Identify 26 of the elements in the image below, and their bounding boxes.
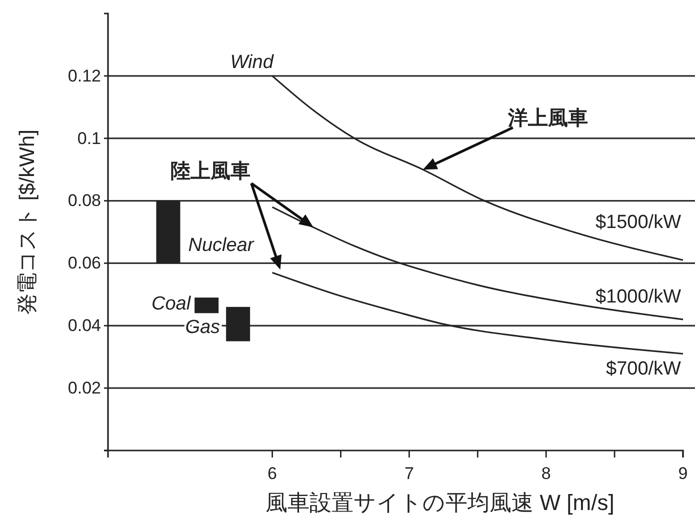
bar — [226, 306, 250, 342]
x-tick-label: 9 — [678, 464, 688, 484]
line-series — [271, 206, 684, 320]
y-tick-label: 0.04 — [68, 316, 101, 336]
bar — [156, 200, 180, 264]
x-axis-title: 風車設置サイトの平均風速 W [m/s] — [266, 490, 614, 515]
annotation: Wind — [230, 52, 275, 73]
y-tick-label: 0.06 — [68, 254, 101, 273]
y-axis-title: 発電コスト [$/kWh] — [16, 129, 39, 315]
series-label: $700/kW — [606, 358, 682, 380]
annotation: 洋上風車 — [506, 108, 588, 130]
y-tick-label: 0.08 — [68, 191, 101, 210]
y-tick-label: 0.12 — [68, 66, 101, 86]
y-tick-label: 0.1 — [77, 128, 101, 148]
x-tick-label: 7 — [404, 464, 414, 484]
series-label: Nuclear — [188, 234, 254, 256]
x-tick-label: 8 — [541, 464, 551, 484]
bar — [194, 298, 219, 314]
series-label: $1000/kW — [595, 286, 682, 308]
line-series — [271, 272, 684, 355]
series-label: Coal — [151, 294, 192, 315]
x-tick-label: 6 — [268, 464, 278, 484]
annotation: 陸上風車 — [170, 160, 250, 182]
y-tick-label: 0.02 — [68, 378, 101, 398]
series-label: $1500/kW — [595, 212, 682, 234]
line-series — [271, 75, 684, 261]
